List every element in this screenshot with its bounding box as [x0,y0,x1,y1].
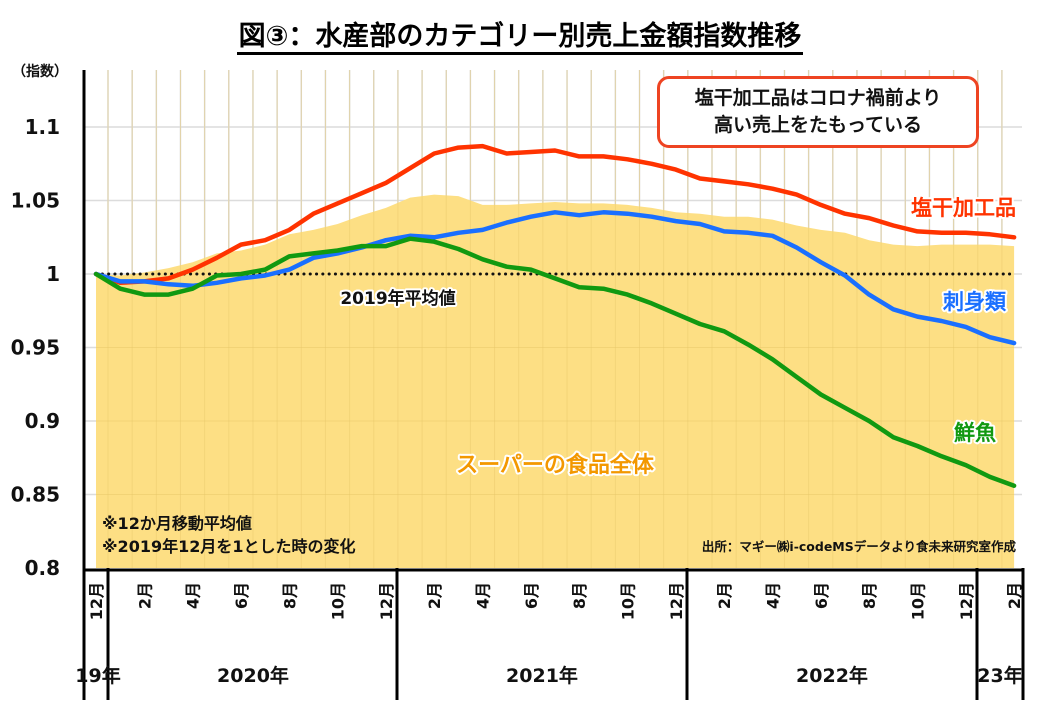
x-tick-label: 10月 [619,582,638,620]
year-label: 19年 [75,664,120,687]
chart-title: 図③：水産部のカテゴリー別売上金額指数推移 [0,14,1040,55]
y-ticks: 0.8 0.85 0.9 0.95 1 1.05 1.1 [11,115,60,580]
x-tick-label: 4月 [474,582,493,609]
x-tick-label: 10月 [908,582,927,620]
year-label: 2021年 [506,664,578,687]
line-red-shiokan [93,143,1017,286]
area-supermarket-total [96,194,1015,568]
chart-title-text: 図③：水産部のカテゴリー別売上金額指数推移 [236,21,804,55]
year-label: 23年 [977,664,1022,687]
label-blue-series: 刺身類 [943,290,1007,314]
x-tick-label: 10月 [329,582,348,620]
y-tick-label: 1 [46,262,60,286]
x-tick-label: 12月 [377,582,396,620]
series-lines [93,143,1017,488]
x-tick-label: 4月 [763,582,782,609]
line-blue-sashimi [93,210,1017,346]
x-tick-label: 2月 [715,582,734,609]
x-tick-label: 6月 [232,582,251,609]
label-red-series: 塩干加工品 [911,196,1016,220]
line-green-sengyo [93,236,1017,488]
area-label: スーパーの食品全体 [456,452,655,478]
x-tick-label: 2月 [135,582,154,609]
label-green-series: 鮮魚 [954,421,996,445]
x-tick-label: 12月 [957,582,976,620]
y-tick-label: 0.8 [25,556,60,580]
grid-over-area [96,70,1015,568]
callout-line-2: 高い売上をたもっている [713,114,923,136]
callout-line-1: 塩干加工品はコロナ禍前より [694,87,942,109]
note-1: ※12か月移動平均値 [102,514,252,533]
year-label: 2020年 [217,664,289,687]
x-tick-label: 8月 [860,582,879,609]
x-tick-label: 12月 [87,582,106,620]
axes [82,70,1025,700]
x-tick-label: 2月 [1005,582,1024,609]
y-tick-label: 1.05 [11,189,60,213]
source-note: 出所：マギー㈱i-codeMSデータより食未来研究室作成 [702,539,1017,554]
x-tick-label: 6月 [812,582,831,609]
y-tick-label: 1.1 [25,115,60,139]
x-tick-label: 8月 [280,582,299,609]
y-tick-label: 0.85 [11,483,60,507]
x-tick-label: 6月 [522,582,541,609]
x-tick-label: 8月 [570,582,589,609]
y-tick-label: 0.9 [25,409,60,433]
callout-box: 塩干加工品はコロナ禍前より 高い売上をたもっている [657,76,979,148]
x-tick-label: 4月 [184,582,203,609]
x-tick-label: 2月 [425,582,444,609]
baseline-label: 2019年平均値 [340,288,455,309]
y-axis-unit: （指数） [12,63,68,80]
y-tick-label: 0.95 [11,336,60,360]
x-tick-label: 12月 [667,582,686,620]
year-label: 2022年 [796,664,868,687]
note-2: ※2019年12月を1とした時の変化 [102,537,356,556]
x-ticks: 12月 2月 4月 6月 8月 10月 12月 2月 4月 6月 8月 10月 12月 2月 4月 6月 8月 1… [75,582,1024,687]
